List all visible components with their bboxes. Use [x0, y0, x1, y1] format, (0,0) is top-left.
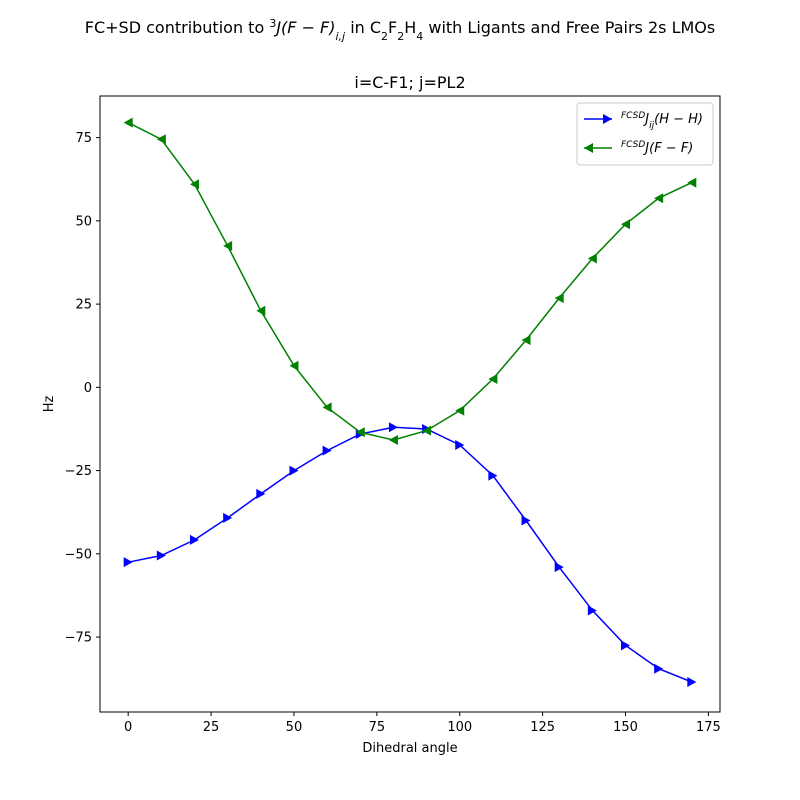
series-line-2 [127, 121, 693, 441]
series-1-marker [521, 515, 531, 526]
x-tick-label: 125 [530, 720, 555, 735]
series-1-marker [256, 488, 266, 499]
y-axis-label: Hz [42, 396, 57, 413]
series-1-marker [554, 562, 564, 573]
series-2-marker [189, 179, 199, 190]
plot-layer [123, 117, 697, 688]
legend: FCSDJij(H − H) FCSDJ(F − F) [576, 102, 714, 166]
legend-marker-series-1 [603, 114, 612, 124]
y-tick-label: −50 [65, 547, 92, 562]
legend-marker-series-2 [584, 143, 593, 153]
series-2-marker [654, 193, 664, 204]
x-tick-label: 25 [203, 720, 220, 735]
y-tick-label: 75 [75, 131, 92, 146]
y-tick-label: −25 [65, 464, 92, 479]
series-2-marker [621, 219, 631, 230]
series-1-marker [189, 534, 199, 545]
plot-frame [99, 95, 721, 713]
series-1-marker [322, 445, 332, 456]
series-2-marker [355, 427, 365, 438]
series-2-marker [388, 434, 398, 445]
series-1-marker [687, 677, 697, 688]
y-tick-label: −75 [65, 631, 92, 646]
x-tick-label: 100 [447, 720, 472, 735]
x-tick-label: 50 [286, 720, 303, 735]
series-2-marker [123, 117, 133, 128]
series-1-marker [621, 640, 631, 651]
legend-label-series-1: FCSDJij(H − H) [621, 111, 703, 131]
series-2-marker [587, 253, 597, 264]
series-2-marker [322, 402, 332, 413]
figure-suptitle: FC+SD contribution to 3J(F − F)i,j in C2… [85, 17, 715, 43]
series-1-marker [156, 550, 166, 561]
y-tick-label: 0 [84, 381, 92, 396]
x-tick-label: 0 [124, 720, 132, 735]
axes-title: i=C-F1; j=PL2 [354, 73, 465, 92]
series-1-marker [388, 422, 398, 433]
series-1-marker [587, 605, 597, 616]
series-2-marker [554, 293, 564, 304]
legend-label-series-2: FCSDJ(F − F) [621, 140, 693, 156]
series-1-marker [488, 470, 498, 481]
x-tick-label: 150 [613, 720, 638, 735]
tick-layer: 0 25 50 75 100 125 150 175 −75 −50 −25 0 25 50 75 [65, 131, 721, 735]
x-axis-label: Dihedral angle [362, 741, 457, 756]
series-2-marker [455, 405, 465, 416]
series-2-marker [289, 360, 299, 371]
x-tick-label: 175 [696, 720, 721, 735]
series-2-marker [422, 425, 432, 436]
series-2-marker [156, 134, 166, 145]
series-2-marker [223, 240, 233, 251]
series-1-marker [654, 663, 664, 674]
series-1-marker [223, 512, 233, 523]
series-line-1 [128, 426, 693, 683]
series-1-marker [123, 557, 133, 568]
y-tick-label: 25 [75, 298, 92, 313]
series-2-marker [521, 335, 531, 346]
series-1-marker [455, 439, 465, 450]
series-2-marker [488, 374, 498, 385]
series-2-marker [256, 305, 266, 316]
series-1-marker [289, 465, 299, 476]
y-tick-label: 50 [75, 214, 92, 229]
x-tick-label: 75 [369, 720, 386, 735]
series-2-marker [687, 177, 697, 188]
